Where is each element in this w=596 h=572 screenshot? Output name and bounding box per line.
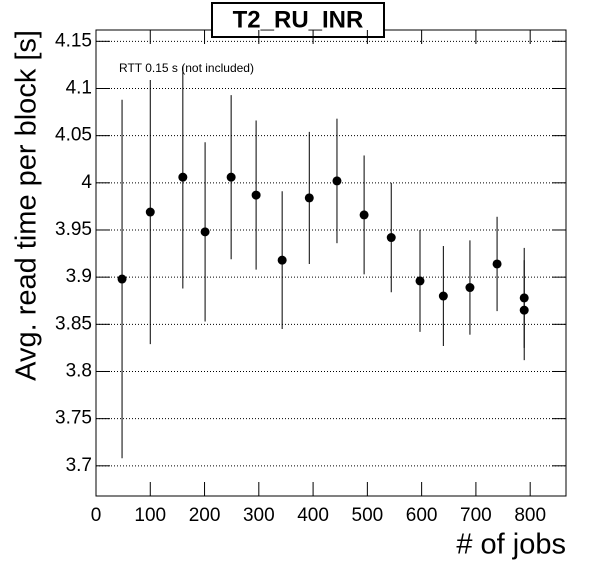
data-point: [519, 305, 529, 315]
data-point: [200, 227, 210, 237]
y-tick-label: 3.9: [66, 266, 92, 287]
x-tick-label: 200: [189, 505, 221, 526]
data-point: [277, 255, 287, 265]
y-tick-label: 3.75: [55, 408, 92, 429]
annotation: RTT 0.15 s (not included): [119, 61, 254, 75]
data-point: [145, 207, 155, 217]
chart-title: T2_RU_INR: [233, 6, 364, 33]
x-tick-label: 600: [406, 505, 438, 526]
data-point: [226, 172, 236, 182]
data-point: [465, 283, 475, 293]
data-point: [304, 193, 314, 203]
x-axis-label: # of jobs: [456, 529, 566, 561]
x-tick-label: 700: [460, 505, 492, 526]
x-tick-label: 100: [134, 505, 166, 526]
data-point: [415, 276, 425, 286]
y-tick-label: 3.7: [66, 455, 92, 476]
data-point: [386, 233, 396, 243]
data-point: [438, 291, 448, 301]
data-point: [178, 172, 188, 182]
data-point: [251, 190, 261, 200]
x-tick-label: 300: [243, 505, 275, 526]
x-tick-label: 0: [91, 505, 102, 526]
data-point: [492, 259, 502, 269]
data-point: [332, 176, 342, 186]
y-tick-label: 3.85: [55, 313, 92, 334]
y-tick-label: 4.1: [66, 78, 92, 99]
y-tick-label: 4.15: [55, 30, 92, 51]
y-tick-label: 3.95: [55, 219, 92, 240]
title-box: [211, 2, 385, 38]
y-tick-label: 4: [81, 172, 92, 193]
data-point: [117, 274, 127, 284]
y-tick-label: 4.05: [55, 125, 92, 146]
x-tick-label: 400: [297, 505, 329, 526]
y-tick-label: 3.8: [66, 360, 92, 381]
x-tick-label: 500: [352, 505, 384, 526]
x-tick-label: 800: [514, 505, 546, 526]
data-point: [359, 210, 369, 220]
y-axis-label: Avg. read time per block [s]: [11, 30, 43, 381]
